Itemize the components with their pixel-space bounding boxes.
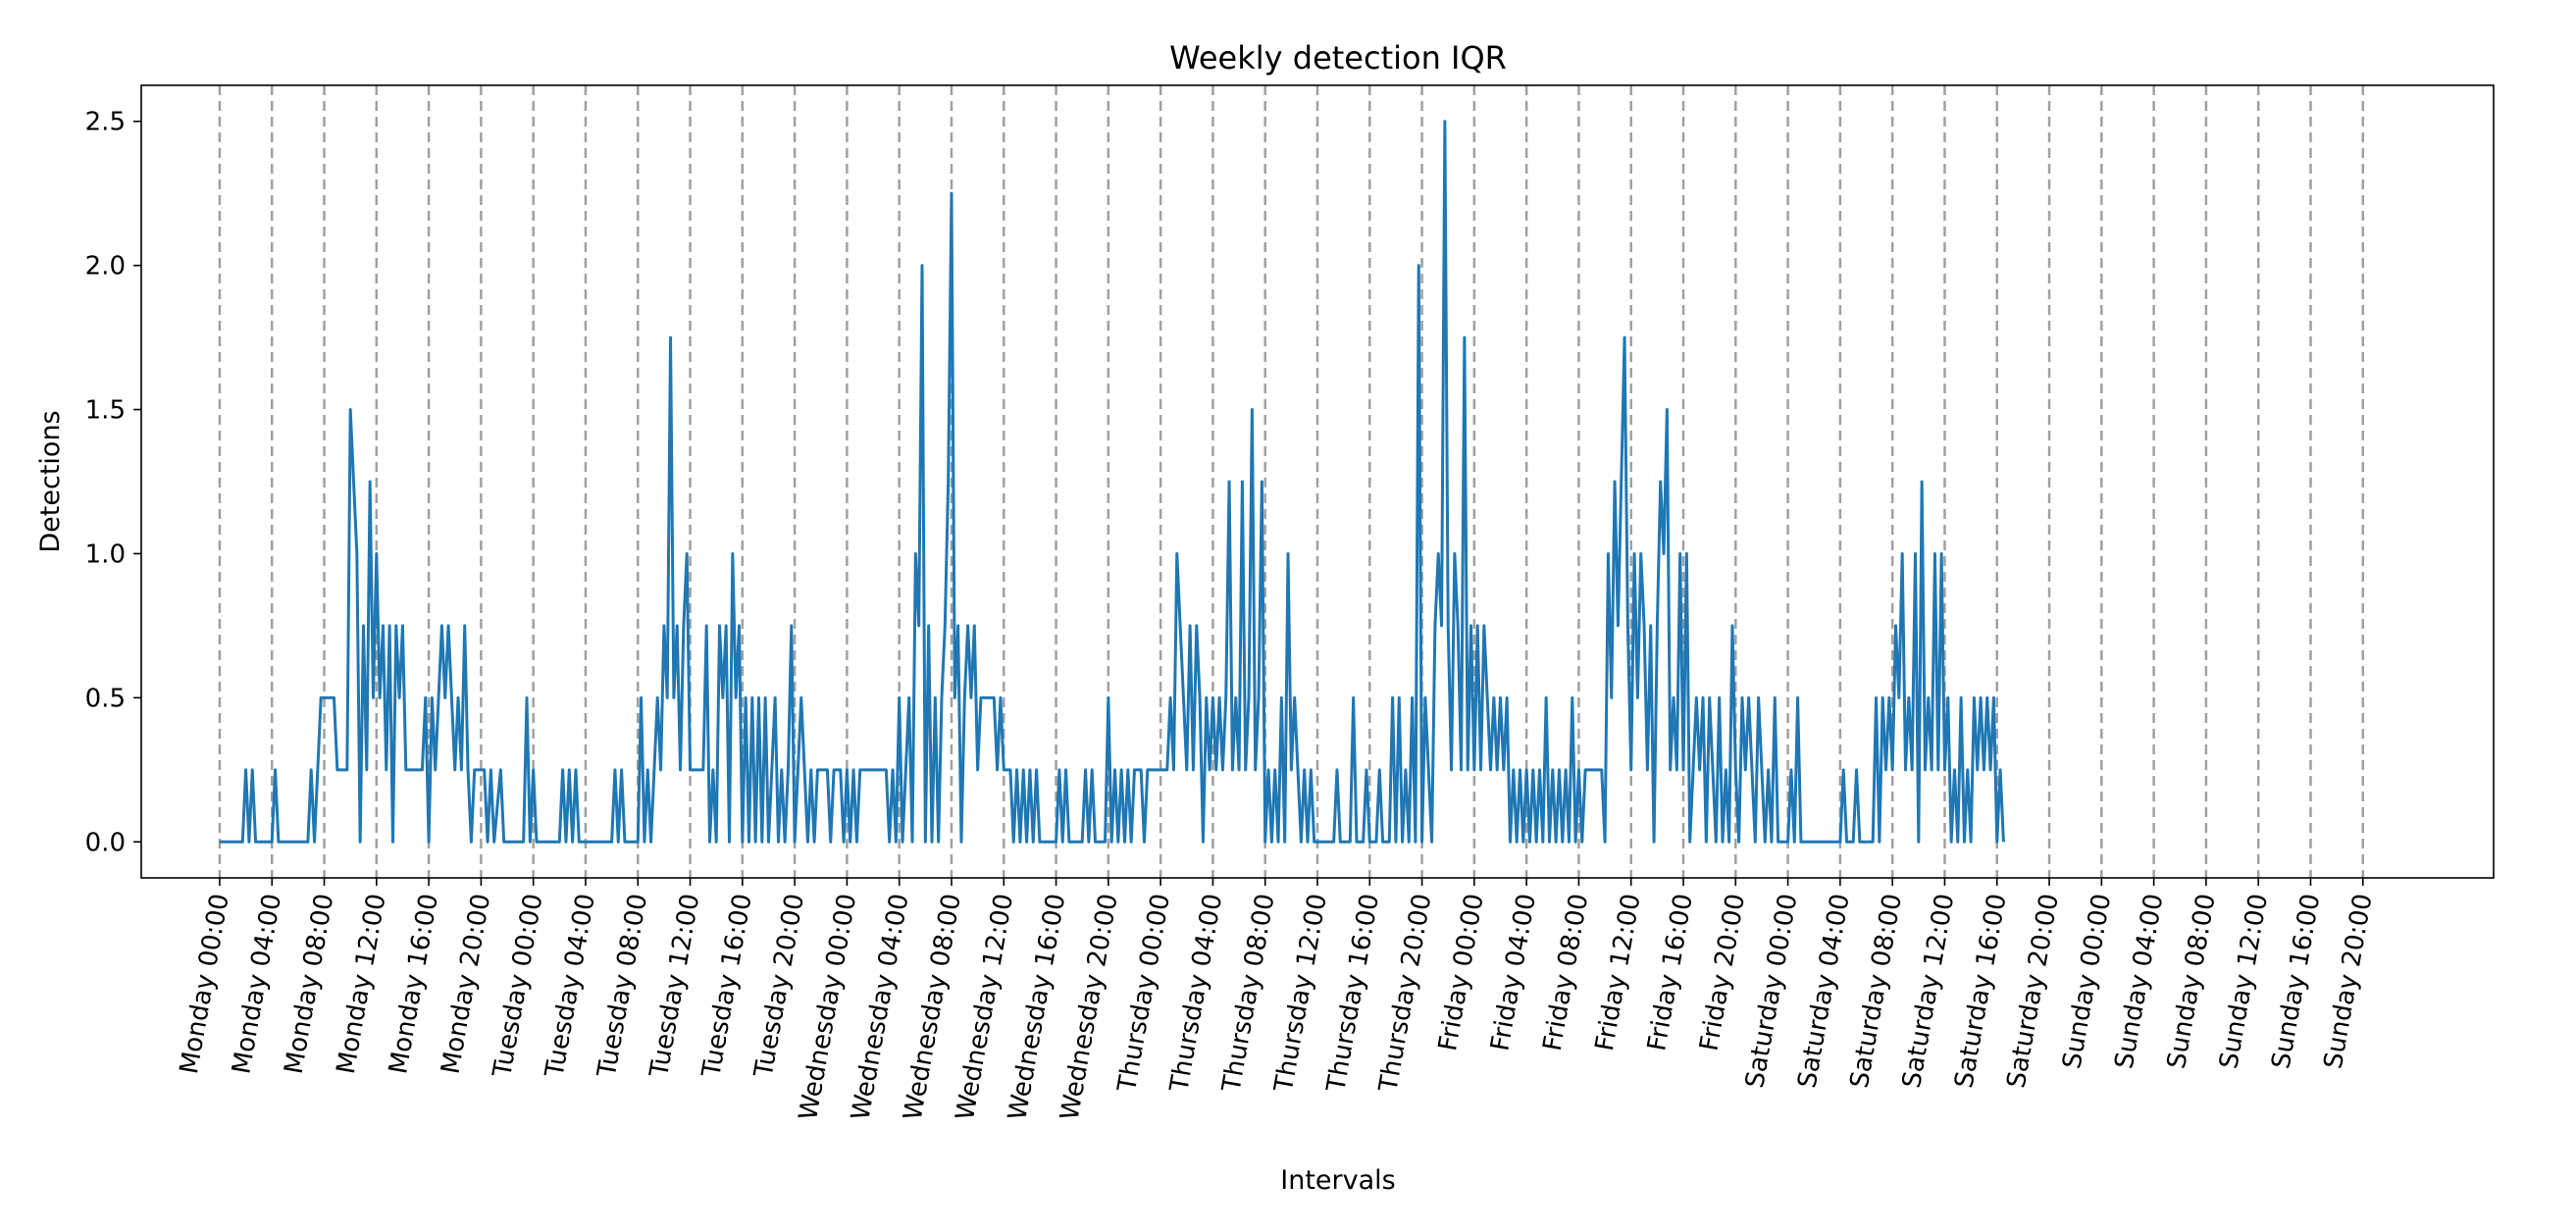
y-tick-label-5: 2.5 [85, 108, 126, 137]
y-tick-label-0: 0.0 [85, 828, 126, 857]
y-tick-label-3: 1.5 [85, 396, 126, 426]
y-tick-label-1: 0.5 [85, 684, 126, 713]
chart-title: Weekly detection IQR [1169, 39, 1507, 77]
y-axis-label: Detections [35, 410, 66, 552]
y-tick-label-2: 1.0 [85, 539, 126, 569]
y-tick-label-4: 2.0 [85, 252, 126, 282]
y-axis-ticks: 0.0 0.5 1.0 1.5 2.0 2.5 [85, 108, 141, 857]
x-axis-label: Intervals [1280, 1165, 1395, 1196]
series-line-detections [219, 120, 2005, 844]
